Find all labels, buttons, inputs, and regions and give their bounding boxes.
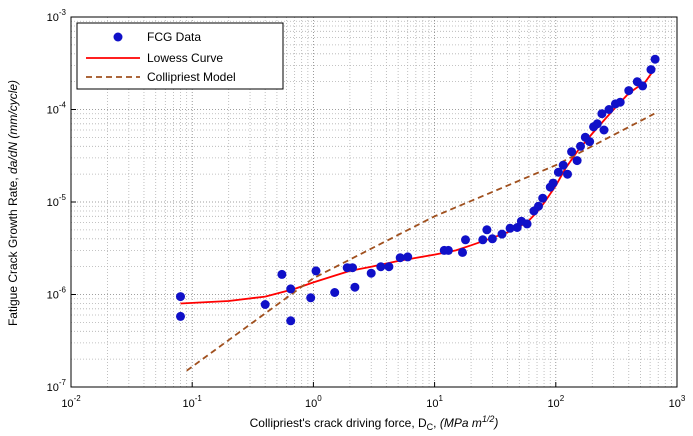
x-tick-label: 100 bbox=[305, 394, 322, 410]
fcg-data-point bbox=[306, 293, 316, 303]
fcg-data-point bbox=[395, 253, 405, 263]
x-tick-label: 102 bbox=[547, 394, 564, 410]
fcg-data-point bbox=[534, 201, 543, 211]
fcg-data-point bbox=[458, 247, 467, 257]
fcg-data-point bbox=[311, 266, 321, 276]
fcg-data-point bbox=[615, 97, 625, 107]
fcg-data-point bbox=[572, 156, 582, 166]
fcg-data-point bbox=[638, 81, 648, 91]
fcg-data-point bbox=[548, 178, 558, 188]
x-tick-label: 101 bbox=[426, 394, 443, 410]
fcg-data-point bbox=[277, 269, 287, 279]
fcg-data-point bbox=[604, 105, 614, 114]
legend-label-fcg-data: FCG Data bbox=[147, 30, 201, 44]
fcg-data-point bbox=[176, 292, 185, 302]
fcg-data-point bbox=[592, 119, 602, 129]
fcg-data-point bbox=[482, 225, 492, 235]
fcg-data-point bbox=[650, 54, 660, 64]
fcg-data-point bbox=[330, 288, 340, 297]
series-collipriest-model bbox=[186, 112, 655, 372]
x-axis-label: Collipriest's crack driving force, DC, (… bbox=[250, 414, 499, 432]
fcg-data-point bbox=[376, 262, 386, 272]
fcg-data-point bbox=[176, 311, 185, 321]
fcg-data-point bbox=[260, 300, 270, 309]
fcg-data-point bbox=[487, 234, 497, 244]
fcg-data-point bbox=[558, 160, 568, 170]
fcg-data-point bbox=[522, 219, 532, 229]
legend-marker-fcg-data bbox=[113, 32, 123, 42]
y-tick-label: 10-7 bbox=[47, 378, 67, 394]
fcg-data-point bbox=[478, 235, 488, 245]
fcg-data-point bbox=[461, 235, 470, 245]
fcg-data-point bbox=[585, 137, 595, 147]
legend-label-lowess-curve: Lowess Curve bbox=[147, 51, 223, 65]
legend-label-collipriest-model: Collipriest Model bbox=[147, 70, 236, 84]
fcg-data-point bbox=[553, 167, 563, 177]
fcg-data-point bbox=[624, 86, 634, 96]
fcg-data-point bbox=[286, 284, 296, 294]
fcg-data-point bbox=[403, 252, 413, 262]
fcg-data-point bbox=[563, 169, 572, 179]
fcg-data-point bbox=[567, 147, 577, 157]
minor-grid bbox=[71, 17, 677, 387]
series-layer bbox=[176, 54, 660, 372]
fcg-data-point bbox=[443, 245, 453, 255]
fcg-data-point bbox=[348, 263, 357, 273]
x-tick-label: 10-2 bbox=[61, 394, 81, 410]
ticks-layer: 10-2 10-1 100 101 102 103 10-7 10-6 10-5 10-4 10-3 bbox=[47, 8, 686, 410]
fcg-data-point bbox=[384, 262, 394, 272]
fcg-data-point bbox=[497, 229, 507, 239]
fcg-data-point bbox=[597, 109, 607, 119]
x-tick-label: 10-1 bbox=[183, 394, 203, 410]
fcg-data-point bbox=[538, 193, 548, 203]
y-tick-label: 10-6 bbox=[47, 286, 67, 302]
fcg-data-point bbox=[286, 316, 296, 326]
x-tick-label: 103 bbox=[669, 394, 686, 410]
fcg-data-point bbox=[576, 141, 585, 151]
legend-box bbox=[76, 22, 284, 90]
fcg-data-point bbox=[646, 65, 656, 75]
y-tick-label: 10-5 bbox=[47, 193, 67, 209]
fcg-data-point bbox=[366, 268, 376, 278]
fcg-data-point bbox=[599, 125, 609, 135]
fcg-data-point bbox=[350, 282, 360, 292]
legend: FCG Data Lowess Curve Collipriest Model bbox=[76, 22, 284, 90]
y-tick-label: 10-3 bbox=[47, 8, 67, 24]
y-tick-label: 10-4 bbox=[47, 101, 67, 117]
fcg-data-point bbox=[505, 223, 515, 233]
y-axis-label: Fatigue Crack Growth Rate, da/dN (mm/cyc… bbox=[6, 80, 20, 326]
